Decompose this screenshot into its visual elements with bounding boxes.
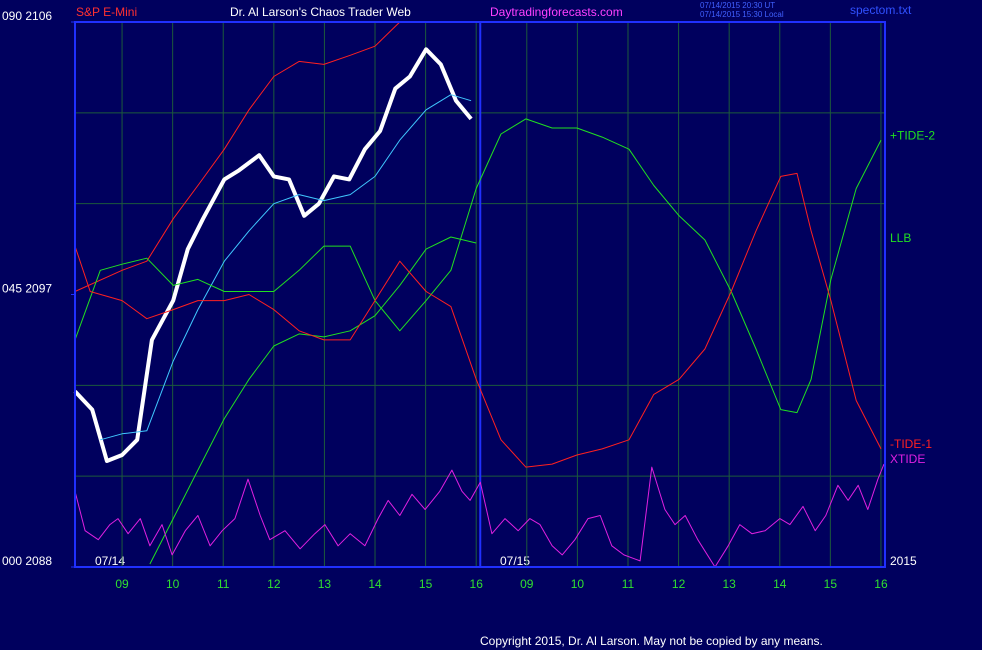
x-tick-label: 14	[368, 577, 382, 591]
series-label: XTIDE	[890, 452, 925, 466]
x-tick-label: 15	[824, 577, 838, 591]
x-tick-label: 14	[773, 577, 787, 591]
series-line	[100, 94, 472, 441]
series-line	[74, 463, 885, 568]
x-tick-label: 11	[217, 577, 230, 591]
x-tick-label: 11	[622, 577, 635, 591]
y-tick-label: 090 2106	[2, 9, 52, 23]
date-label: 07/15	[500, 554, 530, 568]
date-label: 2015	[890, 554, 917, 568]
x-tick-label: 16	[874, 577, 888, 591]
copyright: Copyright 2015, Dr. Al Larson. May not b…	[480, 634, 823, 648]
series-label: +TIDE-2	[890, 128, 935, 142]
timestamp: 07/14/2015 15:30 Local	[700, 10, 784, 19]
x-tick-label: 10	[571, 577, 585, 591]
series-line	[74, 118, 882, 414]
series-line	[73, 47, 473, 463]
series-label: LLB	[890, 231, 911, 245]
timestamp: 07/14/2015 20:30 UT	[700, 1, 775, 10]
x-tick-label: 15	[419, 577, 433, 591]
x-tick-label: 12	[672, 577, 686, 591]
site: Daytradingforecasts.com	[490, 5, 623, 19]
x-tick-label: 12	[267, 577, 281, 591]
plot-border	[74, 21, 886, 568]
chart-title: Dr. Al Larson's Chaos Trader Web	[230, 5, 411, 19]
x-tick-label: 10	[166, 577, 180, 591]
y-tick-label: 000 2088	[2, 554, 52, 568]
x-tick-label: 13	[318, 577, 332, 591]
x-tick-label: 16	[470, 577, 484, 591]
x-tick-label: 09	[115, 577, 129, 591]
x-tick-label: 09	[520, 577, 534, 591]
series-label: -TIDE-1	[890, 437, 932, 451]
file-name: spectom.txt	[850, 3, 912, 17]
instrument: S&P E-Mini	[76, 5, 137, 19]
series-line	[74, 21, 401, 292]
y-tick-label: 045 2097	[2, 282, 52, 296]
x-tick-label: 13	[722, 577, 736, 591]
date-label: 07/14	[95, 554, 125, 568]
series-line	[74, 172, 882, 468]
